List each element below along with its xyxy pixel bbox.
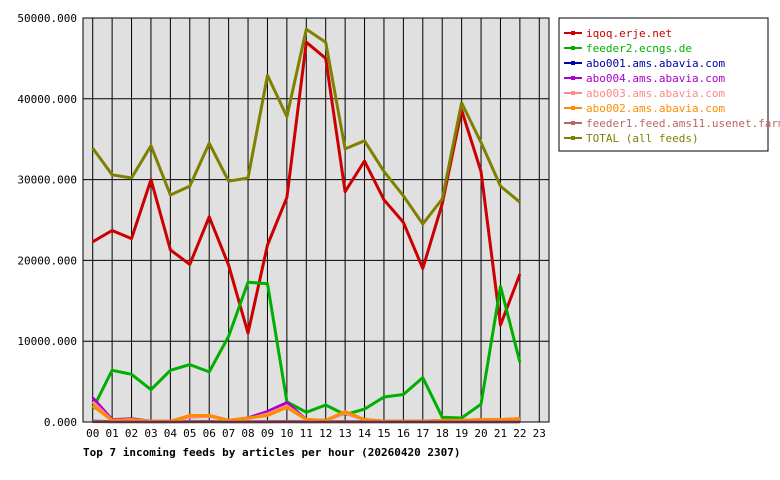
legend-label: abo002.ams.abavia.com — [586, 102, 725, 115]
x-tick-labels: 00 01 02 03 04 05 06 07 08 09 10 11 12 13 14 15 16 17 18 19… — [86, 427, 546, 440]
x-tick-label: 09 — [261, 427, 274, 440]
x-tick-label: 19 — [455, 427, 468, 440]
legend-marker — [571, 31, 575, 35]
legend-label: feeder2.ecngs.de — [586, 42, 692, 55]
x-tick-label: 07 — [222, 427, 235, 440]
x-tick-label: 23 — [533, 427, 546, 440]
legend-marker — [571, 121, 575, 125]
plot-background — [83, 18, 549, 422]
legend-marker — [571, 76, 575, 80]
x-tick-label: 20 — [474, 427, 487, 440]
legend: iqoq.erje.net feeder2.ecngs.de abo001.ams.… — [558, 17, 780, 152]
x-tick-label: 05 — [183, 427, 196, 440]
legend-label: TOTAL (all feeds) — [586, 132, 699, 145]
y-tick-label: 50000.000 — [17, 12, 77, 25]
x-tick-label: 18 — [436, 427, 449, 440]
legend-marker — [571, 61, 575, 65]
x-tick-label: 10 — [280, 427, 293, 440]
y-tick-labels: 0.000 10000.000 20000.000 30000.000 40000.00… — [17, 12, 77, 429]
chart-title: Top 7 incoming feeds by articles per hou… — [83, 446, 461, 459]
y-tick-label: 10000.000 — [17, 335, 77, 348]
legend-box — [558, 17, 769, 152]
x-tick-label: 17 — [416, 427, 429, 440]
x-tick-label: 11 — [300, 427, 313, 440]
x-tick-label: 04 — [164, 427, 178, 440]
legend-marker — [571, 46, 575, 50]
plot-frame — [82, 17, 550, 423]
legend-marker — [571, 106, 575, 110]
x-tick-label: 16 — [397, 427, 410, 440]
legend-label: abo003.ams.abavia.com — [586, 87, 725, 100]
series-line — [91, 280, 522, 420]
series-line — [91, 27, 521, 226]
legend-label: abo004.ams.abavia.com — [586, 72, 725, 85]
x-tick-label: 22 — [513, 427, 526, 440]
x-tick-label: 12 — [319, 427, 332, 440]
x-tick-label: 06 — [203, 427, 216, 440]
legend-marker — [571, 136, 575, 140]
x-tick-label: 15 — [377, 427, 390, 440]
x-tick-label: 08 — [241, 427, 254, 440]
grid-lines — [83, 18, 549, 422]
x-tick-label: 14 — [358, 427, 372, 440]
legend-label: feeder1.feed.ams11.usenet.farm — [586, 117, 780, 130]
legend-marker — [571, 91, 575, 95]
y-tick-label: 30000.000 — [17, 174, 77, 187]
x-tick-label: 00 — [86, 427, 99, 440]
y-tick-label: 20000.000 — [17, 254, 77, 267]
x-tick-label: 13 — [339, 427, 352, 440]
x-tick-label: 21 — [494, 427, 507, 440]
x-tick-label: 03 — [144, 427, 157, 440]
y-tick-label: 40000.000 — [17, 93, 77, 106]
x-tick-label: 01 — [106, 427, 119, 440]
x-tick-label: 02 — [125, 427, 138, 440]
legend-label: abo001.ams.abavia.com — [586, 57, 725, 70]
legend-label: iqoq.erje.net — [586, 27, 672, 40]
y-tick-label: 0.000 — [44, 416, 77, 429]
